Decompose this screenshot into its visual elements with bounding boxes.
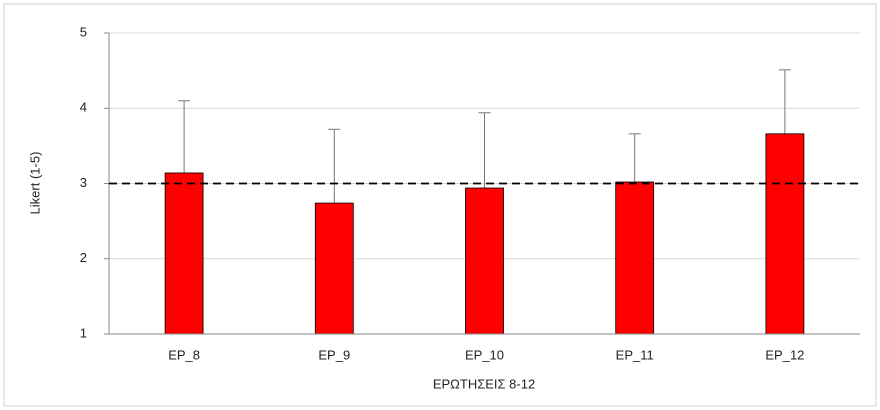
y-tick-label: 5	[80, 24, 87, 39]
bar	[615, 181, 655, 335]
bar	[765, 133, 805, 335]
x-tick-label: ΕΡ_8	[168, 347, 200, 362]
bar	[314, 202, 354, 335]
x-tick-label: ΕΡ_9	[318, 347, 350, 362]
x-tick-label: ΕΡ_12	[765, 347, 804, 362]
bar	[164, 172, 204, 335]
bar	[465, 187, 504, 335]
chart-frame	[3, 3, 877, 407]
x-tick-label: ΕΡ_10	[465, 347, 504, 362]
x-tick-label: ΕΡ_11	[616, 347, 654, 362]
y-tick-label: 4	[80, 100, 87, 115]
y-tick-label: 3	[80, 175, 87, 190]
y-axis-label: Likert (1-5)	[27, 152, 42, 215]
x-axis-label: ΕΡΩΤΗΣΕΙΣ 8-12	[433, 376, 535, 391]
y-tick-label: 1	[80, 325, 87, 340]
y-tick-label: 2	[80, 250, 87, 265]
